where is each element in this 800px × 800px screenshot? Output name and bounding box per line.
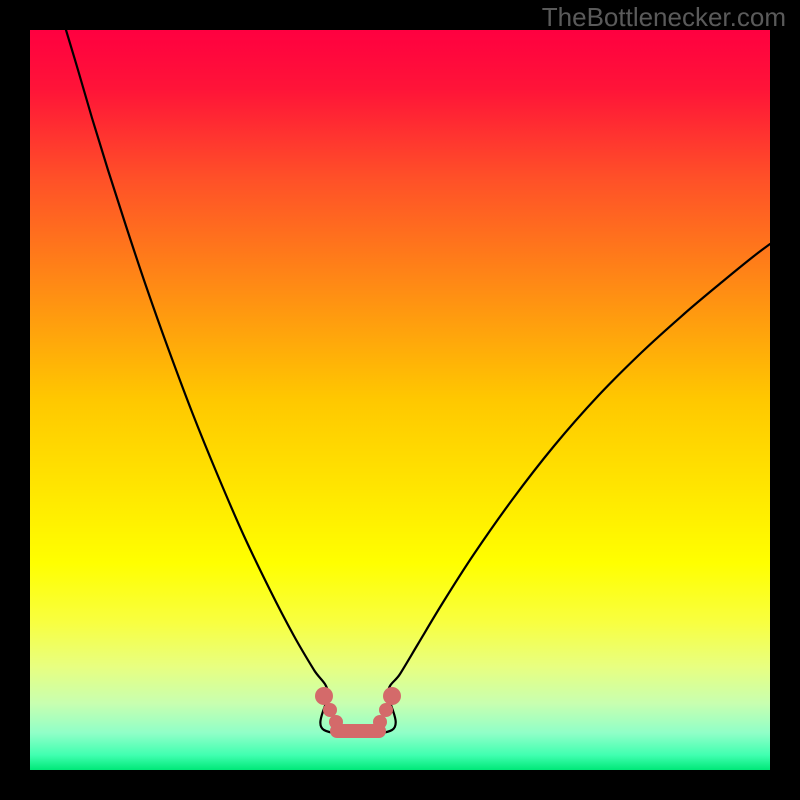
plot-area (30, 30, 770, 770)
valley-dot-right (379, 703, 393, 717)
valley-dot-left (315, 687, 333, 705)
frame-right (770, 0, 800, 800)
watermark: TheBottlenecker.com (542, 2, 786, 33)
valley-dot-right (373, 715, 387, 729)
frame-bottom (0, 770, 800, 800)
valley-dot-left (323, 703, 337, 717)
valley-dot-right (383, 687, 401, 705)
valley-dot-left (329, 715, 343, 729)
frame-left (0, 0, 30, 800)
bottleneck-curve (66, 30, 770, 735)
curve-layer (30, 30, 770, 770)
